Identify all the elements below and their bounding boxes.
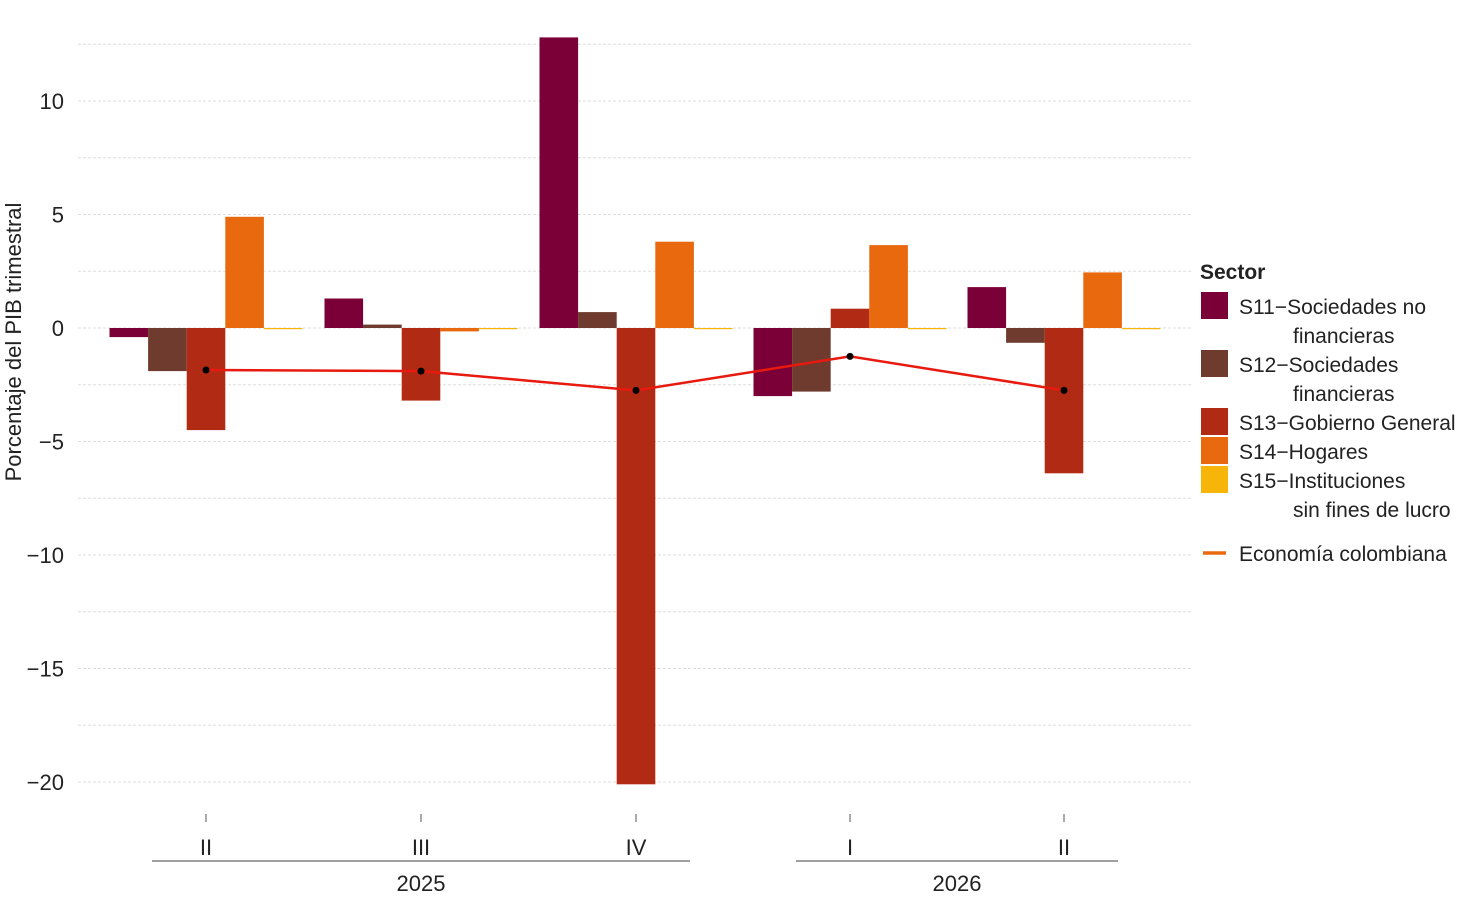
economy-line <box>202 352 1068 394</box>
bar <box>753 328 793 397</box>
year-group-label: 2025 <box>397 871 446 896</box>
legend-swatch <box>1201 437 1228 464</box>
bar <box>616 328 656 785</box>
legend-label: S15−Instituciones <box>1239 470 1405 493</box>
line-point <box>1060 386 1068 394</box>
x-tick-label: II <box>1058 835 1070 860</box>
bar <box>225 216 264 328</box>
y-tick-label: 10 <box>40 89 64 114</box>
line-point <box>417 367 425 375</box>
bar <box>148 328 187 372</box>
y-tick-label: 5 <box>52 203 64 228</box>
y-axis: 10 5 0 −5 −10 −15 −20 <box>27 89 64 795</box>
bar <box>363 324 402 328</box>
legend-label: S12−Sociedades <box>1239 354 1398 377</box>
bar <box>907 328 947 330</box>
legend-label: S14−Hogares <box>1239 441 1368 464</box>
bar <box>1044 328 1084 474</box>
y-tick-label: −10 <box>27 543 64 568</box>
bar <box>186 328 226 431</box>
y-tick-label: 0 <box>52 316 64 341</box>
legend-line-label: Economía colombiana <box>1239 543 1447 566</box>
legend-title: Sector <box>1200 261 1265 284</box>
legend-label: financieras <box>1293 325 1395 348</box>
line-point <box>202 366 210 374</box>
bar <box>1083 272 1122 328</box>
legend-label: financieras <box>1293 383 1395 406</box>
x-tick-label: IV <box>626 835 647 860</box>
legend-swatch <box>1201 466 1228 493</box>
legend-label: sin fines de lucro <box>1293 499 1451 522</box>
legend-label: S13−Gobierno General <box>1239 412 1456 435</box>
line-point <box>632 386 640 394</box>
legend: Sector S11−Sociedades no financieras S12−So… <box>1200 261 1456 566</box>
bar <box>539 37 579 329</box>
y-tick-label: −15 <box>27 657 64 682</box>
y-axis-label: Porcentaje del PIB trimestral <box>1 203 26 482</box>
y-tick-label: −5 <box>39 430 64 455</box>
bar <box>478 328 518 330</box>
bar <box>263 328 303 330</box>
bar <box>967 287 1007 328</box>
legend-swatch <box>1201 408 1228 435</box>
bar <box>324 298 364 328</box>
legend-swatch <box>1201 350 1228 377</box>
bar <box>830 308 870 328</box>
bar <box>655 241 694 328</box>
bars <box>109 37 1161 785</box>
year-group-label: 2026 <box>933 871 982 896</box>
y-tick-label: −20 <box>27 770 64 795</box>
x-tick-label: I <box>847 835 853 860</box>
bar <box>693 328 733 330</box>
bar <box>1121 328 1161 330</box>
legend-label: S11−Sociedades no <box>1239 296 1426 319</box>
bar <box>401 328 441 401</box>
bar <box>109 328 149 338</box>
bar <box>1006 328 1045 343</box>
line-point <box>846 352 854 360</box>
x-tick-label: III <box>412 835 430 860</box>
bar <box>869 245 908 328</box>
legend-swatch <box>1201 292 1228 319</box>
bar <box>578 312 617 328</box>
bar <box>440 328 479 332</box>
x-tick-label: II <box>200 835 212 860</box>
